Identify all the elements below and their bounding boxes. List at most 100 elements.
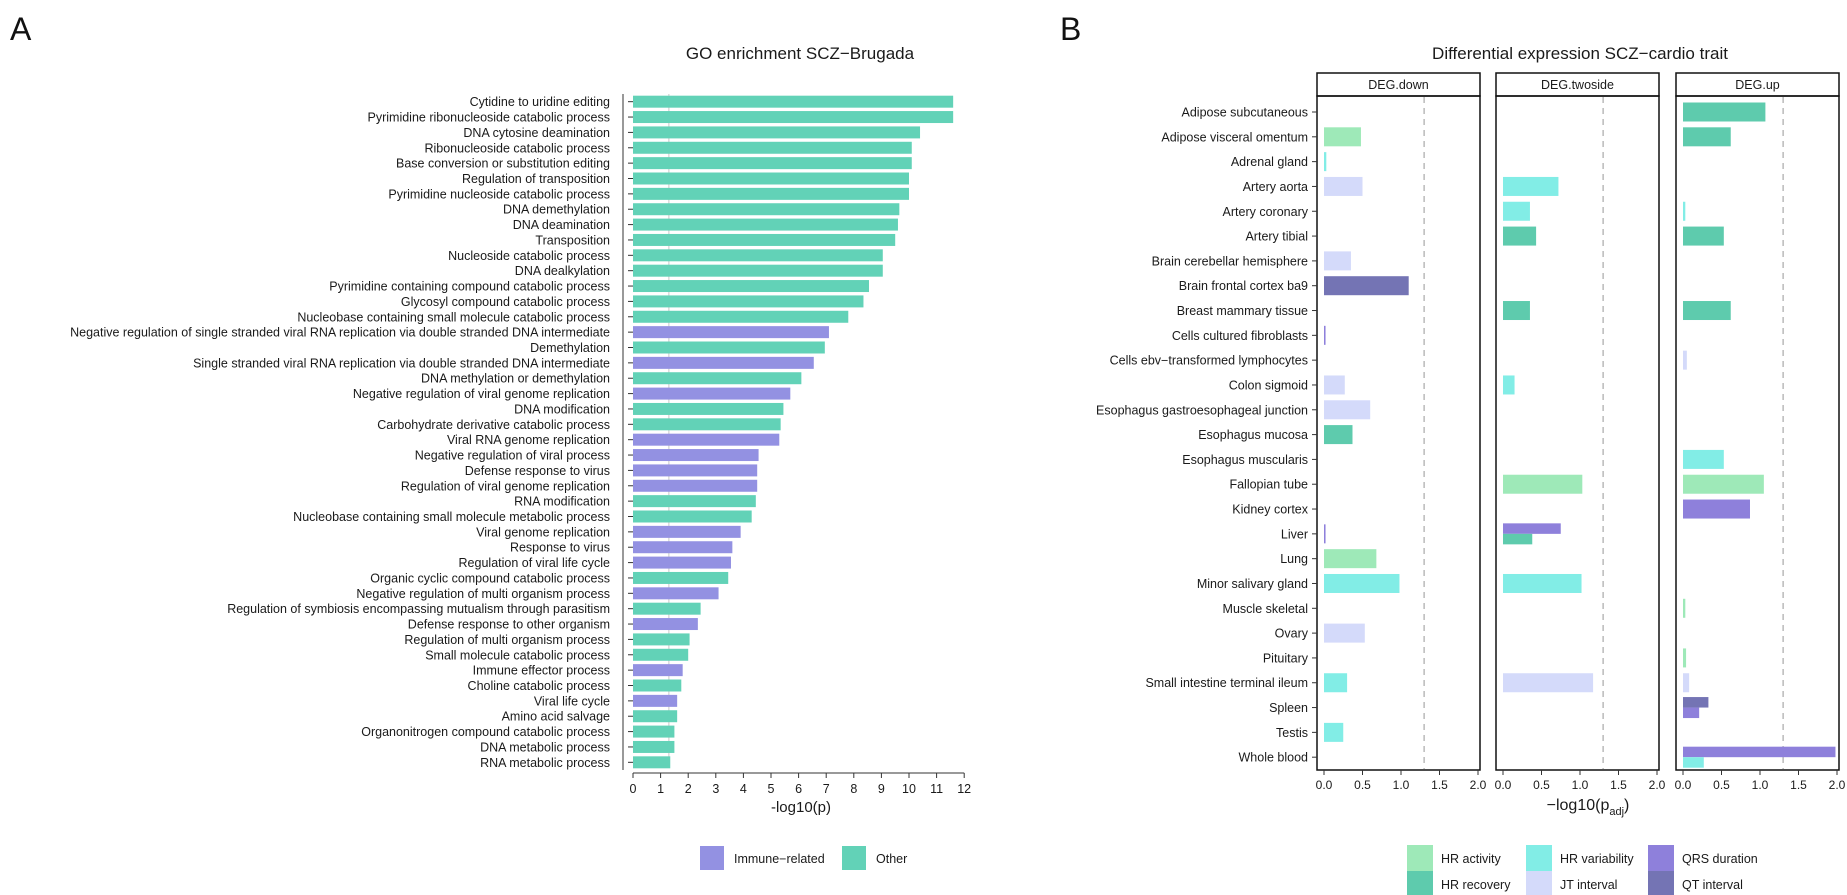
bar-negative-regulation-of-viral-process (633, 449, 759, 462)
bar-immune-effector-process (633, 664, 683, 677)
bar-deg-twoside-artery-coronary-hr-variability (1503, 201, 1530, 221)
y-tick-label-dna-deamination: DNA deamination (513, 218, 610, 232)
y-tick-label-dna-methylation-or-demethylation: DNA methylation or demethylation (421, 372, 610, 386)
bar-deg-down-adrenal-gland-hr-variability (1324, 152, 1327, 172)
bar-deg-down-adipose-visceral-omentum-hr-activity (1324, 127, 1361, 147)
legend-a-swatch-immune-related (700, 846, 724, 870)
tissue-label-adrenal-gland: Adrenal gland (1231, 155, 1308, 169)
bar-dna-deamination (633, 218, 898, 231)
bar-base-conversion-or-substitution-editing (633, 157, 912, 170)
tissue-label-ovary: Ovary (1275, 627, 1309, 641)
bar-deg-down-esophagus-gastroesophageal-junction-jt-interval (1324, 400, 1371, 420)
bar-response-to-virus (633, 541, 733, 554)
bar-deg-down-brain-frontal-cortex-ba9-qt-interval (1324, 276, 1409, 296)
bar-deg-up-cells-ebv-transformed-lymphocytes-jt-interval (1683, 350, 1687, 370)
x-tick-label-deg-twoside-1-5: 1.5 (1610, 778, 1627, 792)
bar-regulation-of-viral-genome-replication (633, 479, 758, 492)
bar-regulation-of-viral-life-cycle (633, 556, 731, 569)
facet-label-deg-down: DEG.down (1368, 78, 1428, 92)
chart-a-x-tick-label-9: 9 (878, 782, 885, 796)
y-tick-label-dna-dealkylation: DNA dealkylation (515, 264, 610, 278)
chart-a-x-tick-label-11: 11 (930, 782, 943, 796)
bar-cytidine-to-uridine-editing (633, 95, 954, 108)
chart-a-x-tick-label-4: 4 (740, 782, 747, 796)
bar-deg-up-adipose-visceral-omentum-hr-recovery (1683, 127, 1731, 147)
legend-a-label-other: Other (876, 852, 907, 866)
chart-a-x-tick-label-6: 6 (795, 782, 802, 796)
chart-a-legend: Immune−related Other (700, 846, 907, 870)
x-tick-label-deg-down-0-5: 0.5 (1354, 778, 1371, 792)
y-tick-label-single-stranded-viral-rna-replication-via-double-stranded-dna-intermediate: Single stranded viral RNA replication vi… (193, 356, 610, 370)
bar-deg-down-ovary-jt-interval (1324, 623, 1365, 643)
y-tick-label-dna-cytosine-deamination: DNA cytosine deamination (463, 126, 610, 140)
bar-deg-up-whole-blood-hr-variability (1683, 757, 1704, 768)
x-tick-label-deg-twoside-0-5: 0.5 (1533, 778, 1550, 792)
bar-deg-twoside-fallopian-tube-hr-activity (1503, 474, 1583, 494)
bar-deg-down-small-intestine-terminal-ileum-hr-variability (1324, 673, 1348, 693)
bar-deg-twoside-breast-mammary-tissue-hr-recovery (1503, 301, 1530, 321)
tissue-label-brain-cerebellar-hemisphere: Brain cerebellar hemisphere (1152, 254, 1308, 268)
y-tick-label-immune-effector-process: Immune effector process (473, 664, 610, 678)
tissue-label-testis: Testis (1276, 726, 1308, 740)
tissue-label-artery-coronary: Artery coronary (1223, 205, 1309, 219)
bar-deg-up-artery-coronary-hr-variability (1683, 201, 1686, 221)
chart-a-x-tick-label-8: 8 (850, 782, 857, 796)
bar-dna-methylation-or-demethylation (633, 372, 802, 385)
y-tick-label-rna-modification: RNA modification (514, 495, 610, 509)
bar-small-molecule-catabolic-process (633, 648, 689, 661)
legend-b-swatch-qt-interval (1648, 871, 1674, 895)
facet-label-deg-twoside: DEG.twoside (1541, 78, 1614, 92)
bar-regulation-of-symbiosis-encompassing-mutualism-through-parasitism (633, 602, 701, 615)
bar-ribonucleoside-catabolic-process (633, 141, 912, 154)
y-tick-label-regulation-of-viral-life-cycle: Regulation of viral life cycle (459, 556, 611, 570)
tissue-label-lung: Lung (1280, 552, 1308, 566)
y-tick-label-nucleobase-containing-small-molecule-metabolic-process: Nucleobase containing small molecule met… (293, 510, 610, 524)
chart-a-x-tick-label-0: 0 (630, 782, 637, 796)
y-tick-label-transposition: Transposition (535, 233, 610, 247)
x-tick-label-deg-down-2-0: 2.0 (1470, 778, 1487, 792)
bar-viral-genome-replication (633, 525, 741, 538)
bar-deg-up-spleen-qt-interval (1683, 697, 1709, 708)
bar-defense-response-to-virus (633, 464, 758, 477)
chart-a-x-tick-label-10: 10 (902, 782, 916, 796)
bar-deg-down-cells-cultured-fibroblasts-qrs-duration (1324, 325, 1326, 345)
y-tick-label-defense-response-to-virus: Defense response to virus (465, 464, 610, 478)
tissue-label-pituitary: Pituitary (1263, 651, 1309, 665)
bar-dna-cytosine-deamination (633, 126, 921, 139)
chart-b-xlabel-subscript: adj (1609, 806, 1624, 818)
bar-dna-demethylation (633, 203, 900, 216)
y-tick-label-regulation-of-multi-organism-process: Regulation of multi organism process (404, 633, 610, 647)
bar-deg-twoside-artery-tibial-hr-recovery (1503, 226, 1537, 246)
bar-deg-twoside-small-intestine-terminal-ileum-jt-interval (1503, 673, 1594, 693)
legend-a-swatch-other (842, 846, 866, 870)
tissue-label-cells-cultured-fibroblasts: Cells cultured fibroblasts (1172, 329, 1308, 343)
tissue-label-liver: Liver (1281, 527, 1308, 541)
bar-deg-up-pituitary-hr-activity (1683, 648, 1687, 668)
bar-amino-acid-salvage (633, 710, 678, 723)
y-tick-label-choline-catabolic-process: Choline catabolic process (468, 679, 610, 693)
y-tick-label-negative-regulation-of-multi-organism-process: Negative regulation of multi organism pr… (356, 587, 610, 601)
bar-rna-metabolic-process (633, 756, 671, 769)
bar-deg-twoside-liver-qrs-duration (1503, 523, 1561, 534)
legend-b-label-jt-interval: JT interval (1560, 878, 1617, 892)
bar-negative-regulation-of-viral-genome-replication (633, 387, 791, 400)
bar-organonitrogen-compound-catabolic-process (633, 725, 675, 738)
y-tick-label-viral-genome-replication: Viral genome replication (476, 525, 610, 539)
bar-pyrimidine-containing-compound-catabolic-process (633, 280, 869, 293)
bar-deg-down-esophagus-mucosa-hr-recovery (1324, 425, 1353, 445)
legend-b-swatch-qrs-duration (1648, 845, 1674, 871)
y-tick-label-ribonucleoside-catabolic-process: Ribonucleoside catabolic process (424, 141, 610, 155)
facet-label-deg-up: DEG.up (1735, 78, 1780, 92)
y-tick-label-negative-regulation-of-single-stranded-viral-rna-replication-via-double-stranded-dna-intermediate: Negative regulation of single stranded v… (70, 326, 610, 340)
tissue-label-adipose-visceral-omentum: Adipose visceral omentum (1161, 130, 1308, 144)
bar-regulation-of-multi-organism-process (633, 633, 690, 646)
bar-deg-twoside-colon-sigmoid-hr-variability (1503, 375, 1515, 395)
chart-a-x-tick-label-12: 12 (957, 782, 971, 796)
chart-a-x-tick-label-3: 3 (712, 782, 719, 796)
bar-deg-down-lung-hr-activity (1324, 549, 1377, 569)
tissue-label-adipose-subcutaneous: Adipose subcutaneous (1182, 106, 1308, 120)
x-tick-label-deg-down-1-5: 1.5 (1431, 778, 1448, 792)
legend-b-label-qt-interval: QT interval (1682, 878, 1743, 892)
x-tick-label-deg-twoside-0-0: 0.0 (1495, 778, 1512, 792)
y-tick-label-regulation-of-transposition: Regulation of transposition (462, 172, 610, 186)
